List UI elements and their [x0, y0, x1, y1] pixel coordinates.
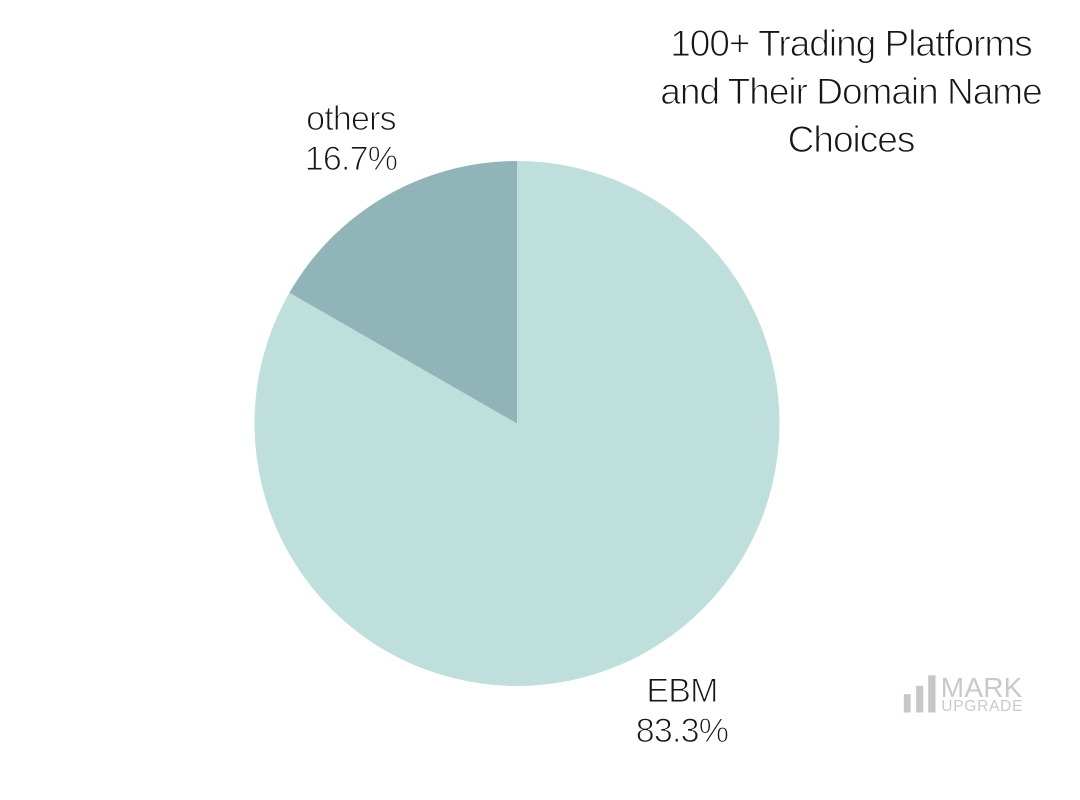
watermark-logo: MARK UPGRADE [903, 672, 1023, 715]
bar-chart-icon [903, 675, 936, 713]
pie-slice-others[interactable] [289, 161, 517, 424]
slice-label-others-percent: 16.7% [304, 140, 398, 179]
chart-title-line-1: 100+ Trading Platforms [670, 23, 1034, 65]
slice-label-ebm: EBM 83.3% [572, 671, 792, 751]
chart-title-line-3: Choices [787, 119, 916, 161]
chart-title-line-2: and Their Domain Name [660, 71, 1043, 113]
watermark-text-mark: MARK [941, 672, 1023, 703]
pie-slice-ebm[interactable] [254, 161, 780, 686]
slice-label-others-name: others [306, 100, 398, 139]
slice-label-ebm-percent: 83.3% [635, 712, 729, 751]
slice-label-others: others 16.7% [241, 99, 461, 179]
watermark-text-upgrade: UPGRADE [941, 698, 1023, 715]
chart-title: 100+ Trading Platforms and Their Domain … [621, 20, 1080, 164]
slice-label-ebm-name: EBM [646, 672, 719, 711]
